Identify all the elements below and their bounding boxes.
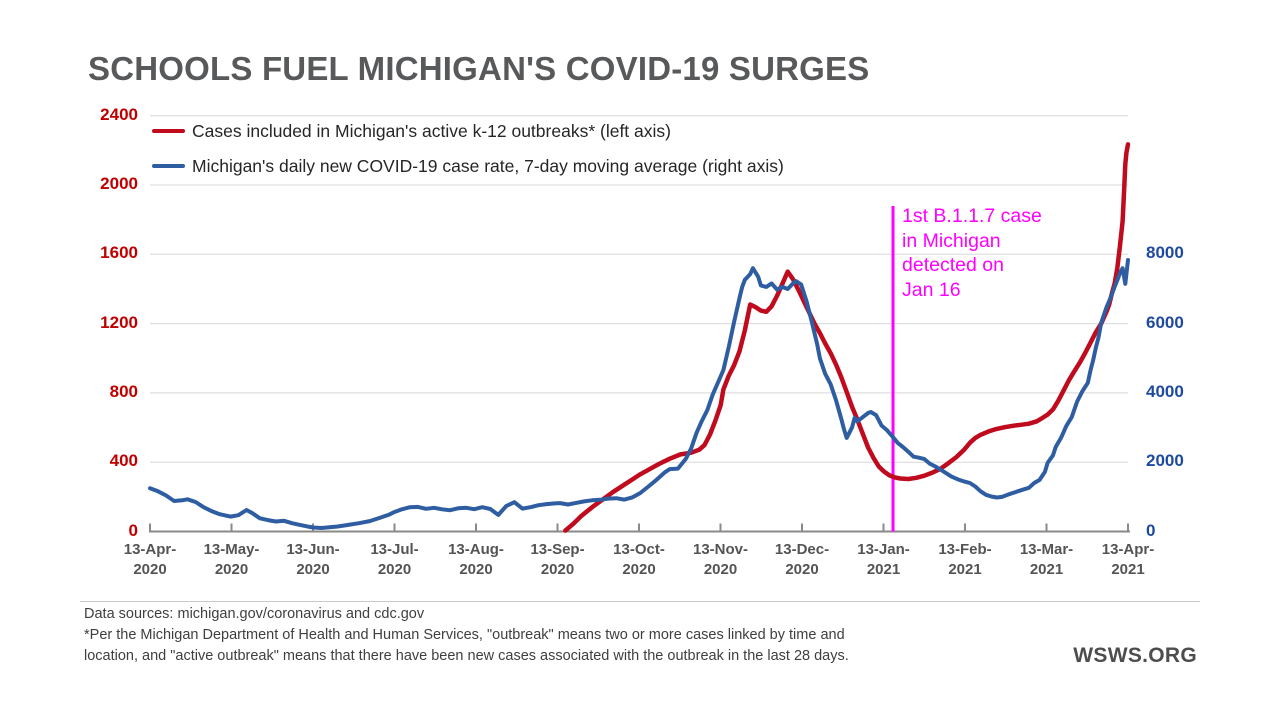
legend-item-k12-outbreaks: Cases included in Michigan's active k-12… [152,120,671,142]
left-axis-tick-label: 1600 [100,243,138,263]
right-axis-tick-label: 6000 [1146,312,1184,332]
blue-line-swatch [152,164,185,168]
left-axis-tick-label: 1200 [100,312,138,332]
right-axis-tick-label: 4000 [1146,381,1184,401]
page-title: SCHOOLS FUEL MICHIGAN'S COVID-19 SURGES [88,50,870,87]
wsws-logo-text: WSWS.ORG [1073,644,1197,667]
left-axis-tick-label: 800 [109,381,138,401]
x-axis-date-label: 13-Jun- 2020 [286,541,340,578]
b117-annotation: 1st B.1.1.7 case in Michigan detected on… [902,204,1092,302]
footer-divider [80,601,1200,602]
x-axis-date-label: 13-Jan- 2021 [857,541,910,578]
left-axis-tick-label: 0 [128,520,138,540]
x-axis-date-label: 13-May- 2020 [203,541,260,578]
x-axis-date-label: 13-Apr- 2021 [1101,541,1155,578]
right-axis-tick-label: 8000 [1146,243,1184,263]
x-axis-date-label: 13-Dec- 2020 [774,541,830,578]
x-axis-date-label: 13-Apr- 2020 [123,541,177,578]
x-axis-date-label: 13-Oct- 2020 [613,541,665,578]
k12-outbreak-cases-line [563,142,1131,533]
chart-canvas [148,115,1131,533]
red-line-swatch [152,129,185,133]
legend-label: Michigan's daily new COVID-19 case rate,… [192,155,784,176]
left-axis-tick-label: 400 [109,451,138,471]
x-axis-date-label: 13-Sep- 2020 [530,541,585,578]
x-axis-date-label: 13-Jul- 2020 [370,541,419,578]
left-axis-tick-label: 2400 [100,104,138,124]
legend-label: Cases included in Michigan's active k-12… [192,120,671,141]
annotation-line: 1st B.1.1.7 case [902,205,1042,227]
x-axis-date-label: 13-Aug- 2020 [448,541,504,578]
x-axis-date-label: 13-Feb- 2021 [938,541,992,578]
x-axis-date-label: 13-Nov- 2020 [692,541,748,578]
footnote-text-line2: location, and "active outbreak" means th… [84,648,849,664]
left-axis-tick-label: 2000 [100,174,138,193]
x-axis-date-label: 13-Mar- 2021 [1019,541,1074,578]
annotation-line: in Michigan [902,229,1001,252]
data-sources-text: Data sources: michigan.gov/coronavirus a… [84,606,425,622]
footnote-text-line1: *Per the Michigan Department of Health a… [84,627,845,643]
right-axis-tick-label: 0 [1146,520,1156,540]
annotation-line: detected on [902,254,1004,276]
daily-case-rate-line [148,258,1130,530]
annotation-line: Jan 16 [902,278,961,301]
right-axis-tick-label: 2000 [1146,451,1184,471]
legend-item-case-rate: Michigan's daily new COVID-19 case rate,… [152,155,784,177]
